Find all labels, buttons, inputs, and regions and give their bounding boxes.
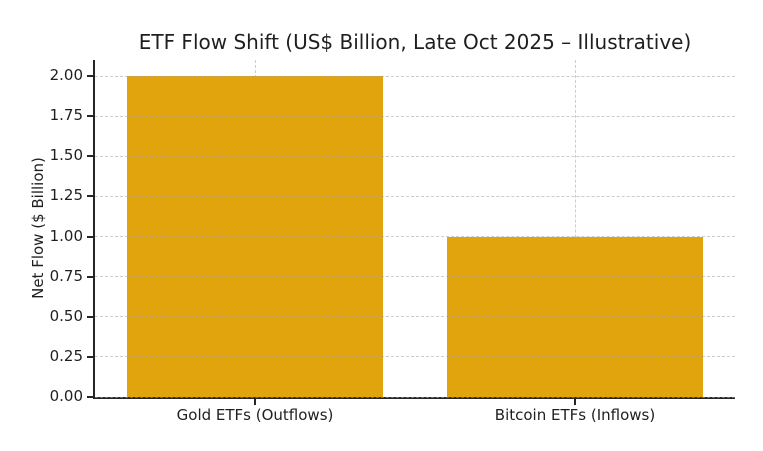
h-gridline: [95, 276, 735, 278]
y-tick-label: 0.25: [49, 346, 83, 365]
h-gridline: [95, 155, 735, 157]
chart-title: ETF Flow Shift (US$ Billion, Late Oct 20…: [138, 30, 692, 54]
y-tick-mark: [87, 396, 93, 398]
x-tick-label: Gold ETFs (Outflows): [176, 406, 334, 424]
y-tick-mark: [87, 355, 93, 358]
h-gridline: [95, 356, 735, 358]
y-tick-label: 1.50: [49, 146, 83, 165]
y-tick-mark: [87, 115, 93, 118]
x-tick-mark: [254, 399, 256, 405]
y-tick-label: 1.00: [49, 226, 83, 245]
y-tick-label: 0.75: [49, 266, 83, 285]
y-tick-label: 2.00: [49, 66, 83, 85]
y-tick-label: 0.00: [49, 387, 83, 405]
y-tick-label: 1.25: [49, 186, 83, 205]
h-gridline: [95, 115, 735, 117]
x-tick-mark: [574, 399, 576, 405]
x-axis-spine: [93, 397, 735, 399]
y-axis-spine: [93, 60, 95, 399]
h-gridline: [95, 75, 735, 77]
y-tick-label: 1.75: [49, 106, 83, 125]
y-tick-mark: [87, 75, 93, 78]
v-gridline: [254, 60, 256, 397]
y-tick-mark: [87, 195, 93, 198]
y-tick-mark: [87, 275, 93, 278]
x-tick-label: Bitcoin ETFs (Inflows): [494, 406, 656, 424]
y-tick-mark: [87, 155, 93, 158]
plot-area: [95, 60, 735, 398]
y-tick-mark: [87, 235, 93, 238]
h-gridline: [95, 396, 735, 398]
h-gridline: [95, 195, 735, 197]
y-tick-mark: [87, 315, 93, 318]
h-gridline: [95, 316, 735, 318]
v-gridline: [574, 60, 576, 397]
h-gridline: [95, 236, 735, 238]
y-tick-label: 0.50: [49, 306, 83, 325]
